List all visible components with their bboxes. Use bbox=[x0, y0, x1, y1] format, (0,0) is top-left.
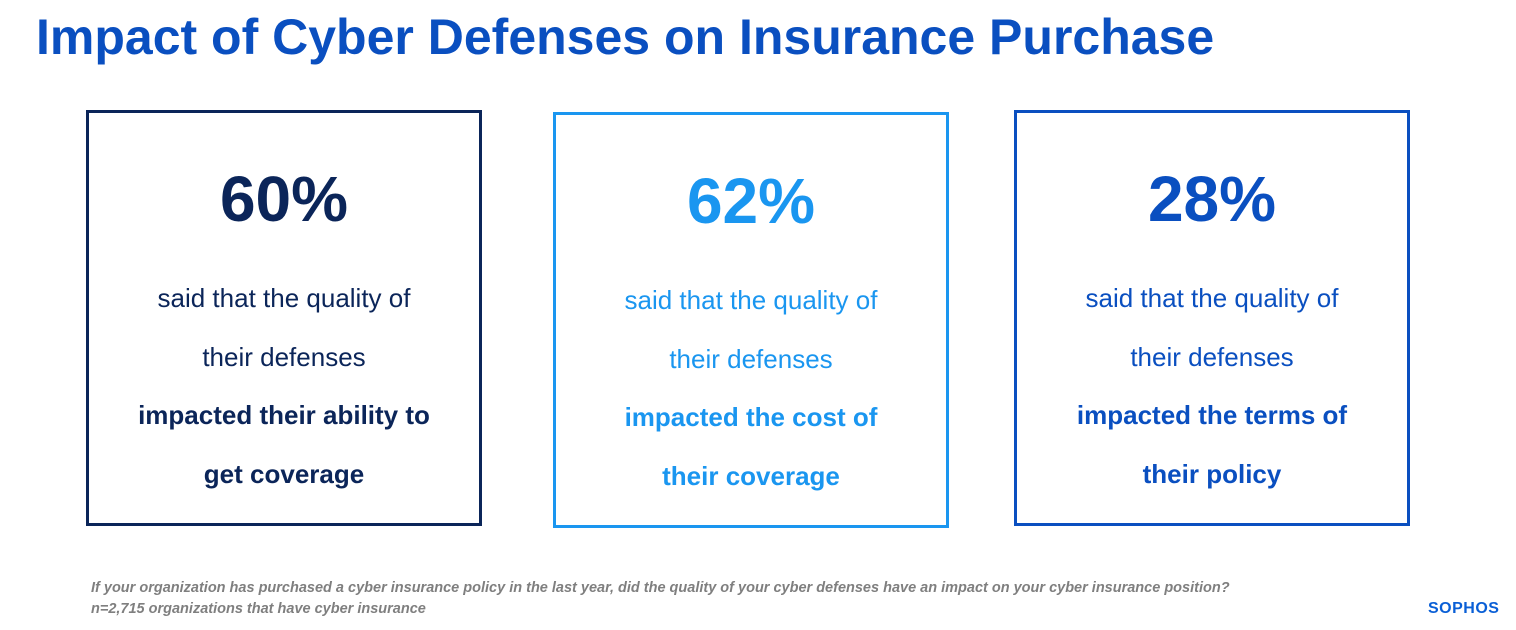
stat-value: 28% bbox=[1147, 163, 1277, 235]
page-title: Impact of Cyber Defenses on Insurance Pu… bbox=[36, 9, 1215, 65]
stat-card-terms: 28% said that the quality of their defen… bbox=[1014, 110, 1410, 526]
stat-description: said that the quality of their defenses … bbox=[1017, 269, 1407, 503]
stat-value: 62% bbox=[686, 165, 816, 237]
desc-line: said that the quality of bbox=[157, 283, 411, 313]
desc-line: their defenses bbox=[202, 341, 366, 372]
desc-bold-line: their coverage bbox=[662, 460, 840, 491]
stat-value: 60% bbox=[219, 163, 349, 235]
sophos-logo: SOPHOS bbox=[1428, 600, 1500, 617]
desc-bold-line: get coverage bbox=[203, 458, 365, 489]
desc-bold-line: impacted their ability to bbox=[138, 400, 430, 430]
desc-line: their defenses bbox=[1130, 341, 1294, 372]
stat-card-coverage: 60% said that the quality of their defen… bbox=[86, 110, 482, 526]
footnote: If your organization has purchased a cyb… bbox=[91, 580, 1230, 617]
desc-line: said that the quality of bbox=[1085, 283, 1339, 313]
desc-bold-line: impacted the cost of bbox=[624, 402, 878, 432]
desc-line: said that the quality of bbox=[624, 285, 878, 315]
desc-bold-line: their policy bbox=[1142, 458, 1282, 489]
desc-bold-line: impacted the terms of bbox=[1076, 400, 1348, 430]
stat-description: said that the quality of their defenses … bbox=[556, 271, 946, 505]
stat-description: said that the quality of their defenses … bbox=[89, 269, 479, 503]
desc-line: their defenses bbox=[669, 343, 833, 374]
stat-card-cost: 62% said that the quality of their defen… bbox=[553, 112, 949, 528]
